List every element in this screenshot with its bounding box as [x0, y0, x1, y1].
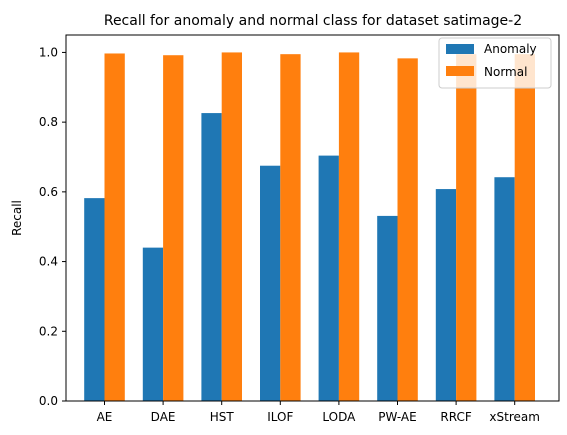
y-tick-label: 1.0: [39, 45, 58, 59]
x-ticks-group: AE DAE HST ILOF LODA PW-AE RRCF xStream: [97, 401, 540, 424]
x-tick-label: xStream: [489, 410, 540, 424]
bar-anomaly-ae: [84, 198, 105, 401]
bar-normal-ae: [104, 53, 125, 402]
y-tick-label: 0.6: [39, 185, 58, 199]
bar-normal-xstream: [514, 54, 535, 402]
bar-normal-hst: [221, 52, 242, 402]
y-ticks-group: 0.0 0.2 0.4 0.6 0.8 1.0: [39, 45, 66, 408]
y-tick-label: 0.8: [39, 115, 58, 129]
legend-swatch-anomaly: [446, 44, 474, 54]
bar-anomaly-pw-ae: [377, 215, 398, 401]
x-tick-label: HST: [210, 410, 235, 424]
bar-anomaly-ilof: [260, 165, 281, 401]
x-tick-label: PW-AE: [378, 410, 416, 424]
x-tick-label: DAE: [151, 410, 176, 424]
x-tick-label: RRCF: [440, 410, 471, 424]
bar-anomaly-xstream: [494, 177, 515, 401]
x-tick-label: ILOF: [267, 410, 293, 424]
y-tick-label: 0.0: [39, 394, 58, 408]
bar-normal-pw-ae: [397, 58, 418, 402]
bar-anomaly-loda: [318, 155, 339, 401]
bars-group: [84, 52, 535, 402]
bar-anomaly-rrcf: [435, 189, 457, 401]
bar-anomaly-hst: [201, 113, 222, 401]
legend-swatch-normal: [446, 66, 474, 76]
y-axis-label: Recall: [10, 200, 24, 236]
legend: Anomaly Normal: [438, 37, 552, 89]
bar-normal-ilof: [280, 54, 301, 402]
bar-normal-rrcf: [456, 54, 477, 402]
x-tick-label: AE: [97, 410, 113, 424]
plot-frame: [65, 34, 560, 402]
bar-normal-loda: [338, 52, 360, 402]
y-tick-label: 0.4: [39, 255, 58, 269]
legend-label-normal: Normal: [484, 65, 527, 79]
chart-title: Recall for anomaly and normal class for …: [104, 13, 522, 29]
legend-label-anomaly: Anomaly: [484, 42, 537, 56]
bar-normal-dae: [163, 55, 184, 402]
y-tick-label: 0.2: [39, 324, 58, 338]
bar-anomaly-dae: [142, 247, 164, 401]
x-tick-label: LODA: [322, 410, 356, 424]
